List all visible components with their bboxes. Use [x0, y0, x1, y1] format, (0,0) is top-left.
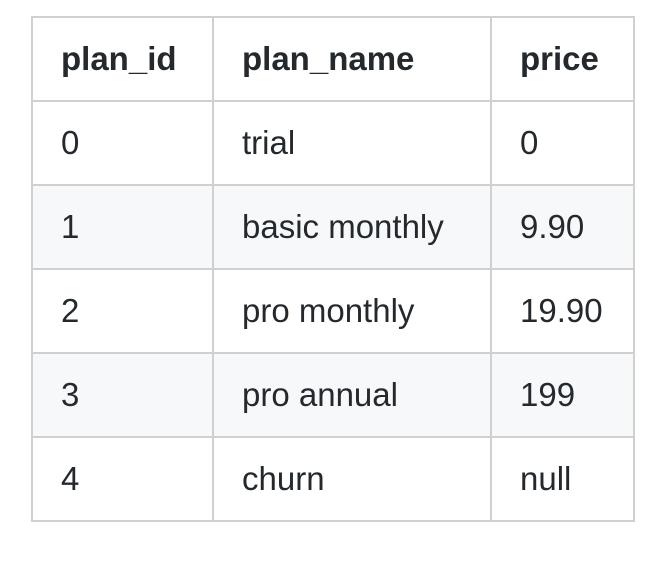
cell-price: 9.90 [490, 184, 635, 270]
cell-plan-name: pro annual [212, 352, 492, 438]
table-row: 4 churn null [31, 436, 635, 522]
header-row: plan_id plan_name price [31, 16, 635, 102]
cell-plan-id: 0 [31, 100, 214, 186]
cell-price: null [490, 436, 635, 522]
cell-plan-name: churn [212, 436, 492, 522]
cell-plan-name: pro monthly [212, 268, 492, 354]
table-row: 3 pro annual 199 [31, 352, 635, 438]
column-header-plan-name: plan_name [212, 16, 492, 102]
table-row: 1 basic monthly 9.90 [31, 184, 635, 270]
cell-price: 199 [490, 352, 635, 438]
cell-plan-id: 1 [31, 184, 214, 270]
cell-price: 19.90 [490, 268, 635, 354]
table-row: 0 trial 0 [31, 100, 635, 186]
cell-plan-id: 2 [31, 268, 214, 354]
table-row: 2 pro monthly 19.90 [31, 268, 635, 354]
cell-price: 0 [490, 100, 635, 186]
cell-plan-id: 4 [31, 436, 214, 522]
cell-plan-name: basic monthly [212, 184, 492, 270]
cell-plan-id: 3 [31, 352, 214, 438]
column-header-plan-id: plan_id [31, 16, 214, 102]
plans-table: plan_id plan_name price 0 trial 0 1 basi… [31, 16, 635, 522]
cell-plan-name: trial [212, 100, 492, 186]
column-header-price: price [490, 16, 635, 102]
